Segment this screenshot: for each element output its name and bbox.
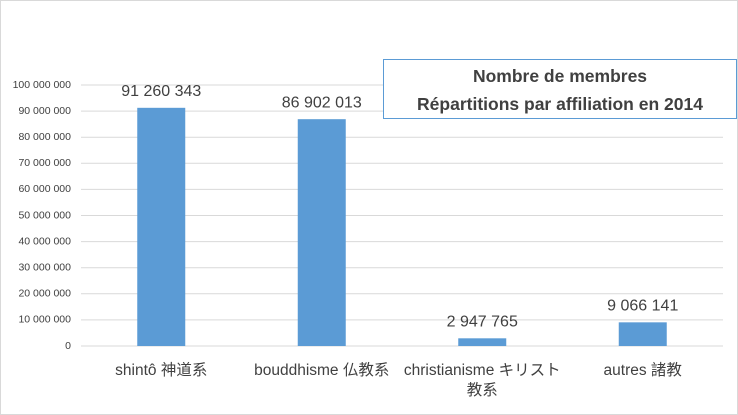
chart-title: Nombre de membres — [472, 66, 648, 86]
x-tick-label: christianisme キリスト教系 — [403, 362, 561, 399]
y-tick-label: 60 000 000 — [18, 183, 71, 195]
y-tick-label: 100 000 000 — [13, 79, 72, 91]
bar — [297, 119, 346, 346]
y-tick-label: 20 000 000 — [18, 288, 71, 300]
y-tick-label: 50 000 000 — [18, 209, 71, 221]
y-tick-label: 10 000 000 — [18, 314, 71, 326]
x-tick-label: bouddhisme 仏教系 — [254, 362, 390, 379]
x-tick-label: autres 諸教 — [603, 362, 682, 379]
y-tick-label: 70 000 000 — [18, 157, 71, 169]
y-tick-label: 90 000 000 — [18, 105, 71, 117]
title-box: Nombre de membres Répartitions par affil… — [383, 59, 737, 119]
y-tick-label: 40 000 000 — [18, 235, 71, 247]
y-tick-label: 0 — [65, 340, 71, 352]
bar — [618, 322, 667, 346]
x-tick-label: shintô 神道系 — [115, 362, 208, 379]
value-label: 91 260 343 — [121, 83, 201, 100]
y-tick-label: 30 000 000 — [18, 261, 71, 273]
value-label: 2 947 765 — [447, 314, 518, 331]
y-tick-label: 80 000 000 — [18, 131, 71, 143]
chart-title: Répartitions par affiliation en 2014 — [417, 94, 703, 114]
value-label: 86 902 013 — [282, 94, 362, 111]
bar — [458, 338, 507, 346]
value-label: 9 066 141 — [607, 298, 678, 315]
bar — [137, 107, 186, 346]
